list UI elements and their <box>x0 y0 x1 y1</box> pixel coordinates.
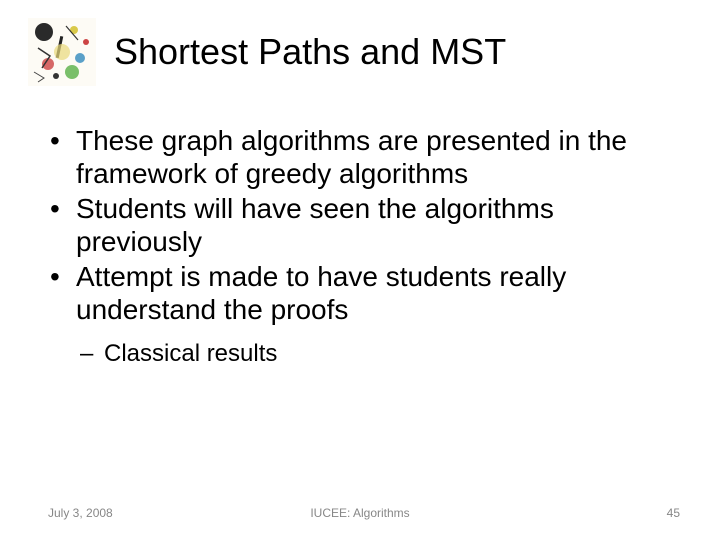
slide-content: These graph algorithms are presented in … <box>0 86 720 369</box>
slide-title: Shortest Paths and MST <box>114 31 506 73</box>
bullet-item: Attempt is made to have students really … <box>48 260 680 369</box>
bullet-text: Attempt is made to have students really … <box>76 261 566 325</box>
bullet-item: Students will have seen the algorithms p… <box>48 192 680 258</box>
sub-bullet-list: Classical results <box>78 340 680 369</box>
bullet-list: These graph algorithms are presented in … <box>48 124 680 369</box>
footer-center: IUCEE: Algorithms <box>310 506 409 520</box>
sub-bullet-item: Classical results <box>78 340 680 369</box>
slide-logo-icon <box>28 18 96 86</box>
slide: Shortest Paths and MST These graph algor… <box>0 0 720 540</box>
footer-page-number: 45 <box>667 506 680 520</box>
slide-header: Shortest Paths and MST <box>0 0 720 86</box>
slide-footer: July 3, 2008 IUCEE: Algorithms 45 <box>0 506 720 520</box>
bullet-item: These graph algorithms are presented in … <box>48 124 680 190</box>
footer-date: July 3, 2008 <box>48 506 113 520</box>
